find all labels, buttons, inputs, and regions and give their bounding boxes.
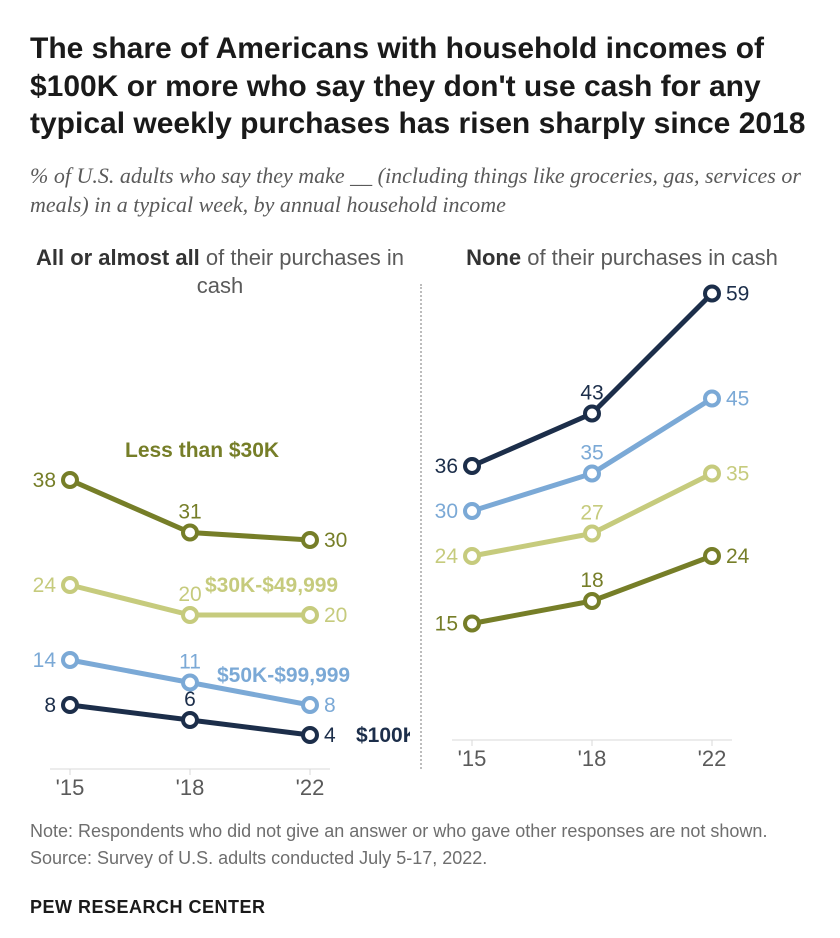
svg-text:15: 15: [435, 613, 458, 636]
svg-text:'22: '22: [698, 746, 727, 766]
panel-divider: [420, 284, 422, 769]
panel-left-title: All or almost all of their purchases in …: [30, 244, 410, 301]
svg-text:30: 30: [435, 500, 458, 523]
svg-text:11: 11: [179, 651, 201, 674]
svg-text:36: 36: [435, 455, 458, 478]
svg-text:'15: '15: [56, 775, 85, 795]
svg-text:$100K+: $100K+: [356, 724, 410, 747]
svg-text:'22: '22: [296, 775, 325, 795]
svg-text:4: 4: [324, 724, 336, 747]
svg-text:Less than $30K: Less than $30K: [125, 439, 279, 462]
svg-text:38: 38: [33, 469, 56, 492]
svg-text:$50K-$99,999: $50K-$99,999: [217, 664, 350, 687]
svg-text:31: 31: [178, 501, 201, 524]
svg-text:8: 8: [44, 694, 56, 717]
panel-left: All or almost all of their purchases in …: [30, 244, 410, 799]
svg-text:24: 24: [726, 545, 750, 568]
chart-subtitle: % of U.S. adults who say they make __ (i…: [30, 161, 810, 220]
svg-text:35: 35: [580, 442, 603, 465]
svg-text:8: 8: [324, 694, 336, 717]
svg-text:14: 14: [33, 649, 57, 672]
svg-text:20: 20: [178, 583, 201, 606]
svg-text:'15: '15: [458, 746, 487, 766]
svg-text:59: 59: [726, 283, 749, 306]
svg-text:'18: '18: [176, 775, 205, 795]
chart-title: The share of Americans with household in…: [30, 30, 810, 143]
svg-text:24: 24: [33, 574, 57, 597]
svg-text:18: 18: [580, 569, 603, 592]
svg-text:27: 27: [580, 502, 603, 525]
svg-text:43: 43: [580, 382, 603, 405]
svg-text:6: 6: [184, 688, 196, 711]
svg-text:20: 20: [324, 604, 347, 627]
svg-text:35: 35: [726, 463, 749, 486]
svg-text:24: 24: [435, 545, 459, 568]
note-line-2: Source: Survey of U.S. adults conducted …: [30, 846, 810, 871]
chart-right: '15 '18 '22 15 18 24 24 27 35 30 35 45 36 43 59: [432, 276, 812, 766]
chart-left: '15 '18 '22 38 31 30 24 20 20 14 11 8 8 6 4 Less than $…: [30, 305, 410, 795]
charts-row: All or almost all of their purchases in …: [30, 244, 810, 799]
svg-text:45: 45: [726, 388, 749, 411]
svg-text:30: 30: [324, 529, 347, 552]
attribution: PEW RESEARCH CENTER: [30, 897, 810, 918]
svg-text:'18: '18: [578, 746, 607, 766]
panel-right-title: None of their purchases in cash: [432, 244, 812, 273]
note-line-1: Note: Respondents who did not give an an…: [30, 819, 810, 844]
panel-right: None of their purchases in cash '15 '18 '2…: [432, 244, 812, 799]
svg-text:$30K-$49,999: $30K-$49,999: [205, 574, 338, 597]
